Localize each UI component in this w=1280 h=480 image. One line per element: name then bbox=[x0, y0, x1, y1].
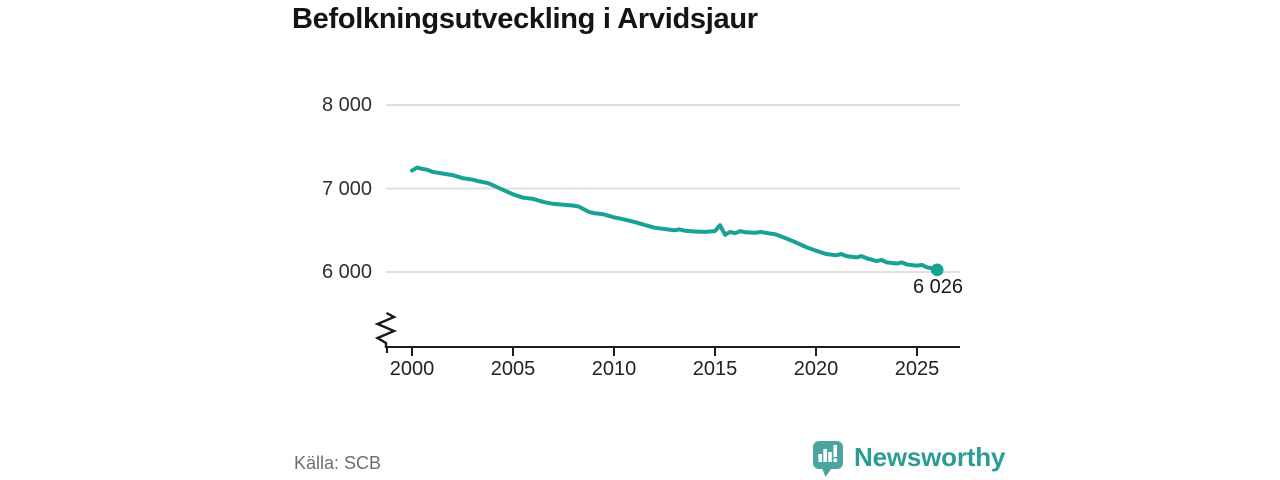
y-tick-label: 8 000 bbox=[321, 94, 372, 116]
chart-title: Befolkningsutveckling i Arvidsjaur bbox=[292, 3, 758, 35]
x-tick-label: 2010 bbox=[591, 358, 637, 380]
newsworthy-logo[interactable]: Newsworthy bbox=[812, 440, 1005, 478]
x-tick-label: 2020 bbox=[793, 358, 839, 380]
x-tick-label: 2015 bbox=[692, 358, 738, 380]
x-tick-label: 2000 bbox=[389, 358, 435, 380]
x-tick-label: 2025 bbox=[894, 358, 940, 380]
source-note: Källa: SCB bbox=[294, 453, 382, 473]
x-tick-label: 2005 bbox=[490, 358, 536, 380]
y-tick-label: 6 000 bbox=[321, 261, 372, 283]
last-value-label: 6 026 bbox=[912, 276, 964, 298]
newsworthy-wordmark: Newsworthy bbox=[854, 441, 1006, 472]
y-tick-label: 7 000 bbox=[321, 177, 372, 200]
newsworthy-bubble-chart-icon bbox=[813, 441, 843, 477]
